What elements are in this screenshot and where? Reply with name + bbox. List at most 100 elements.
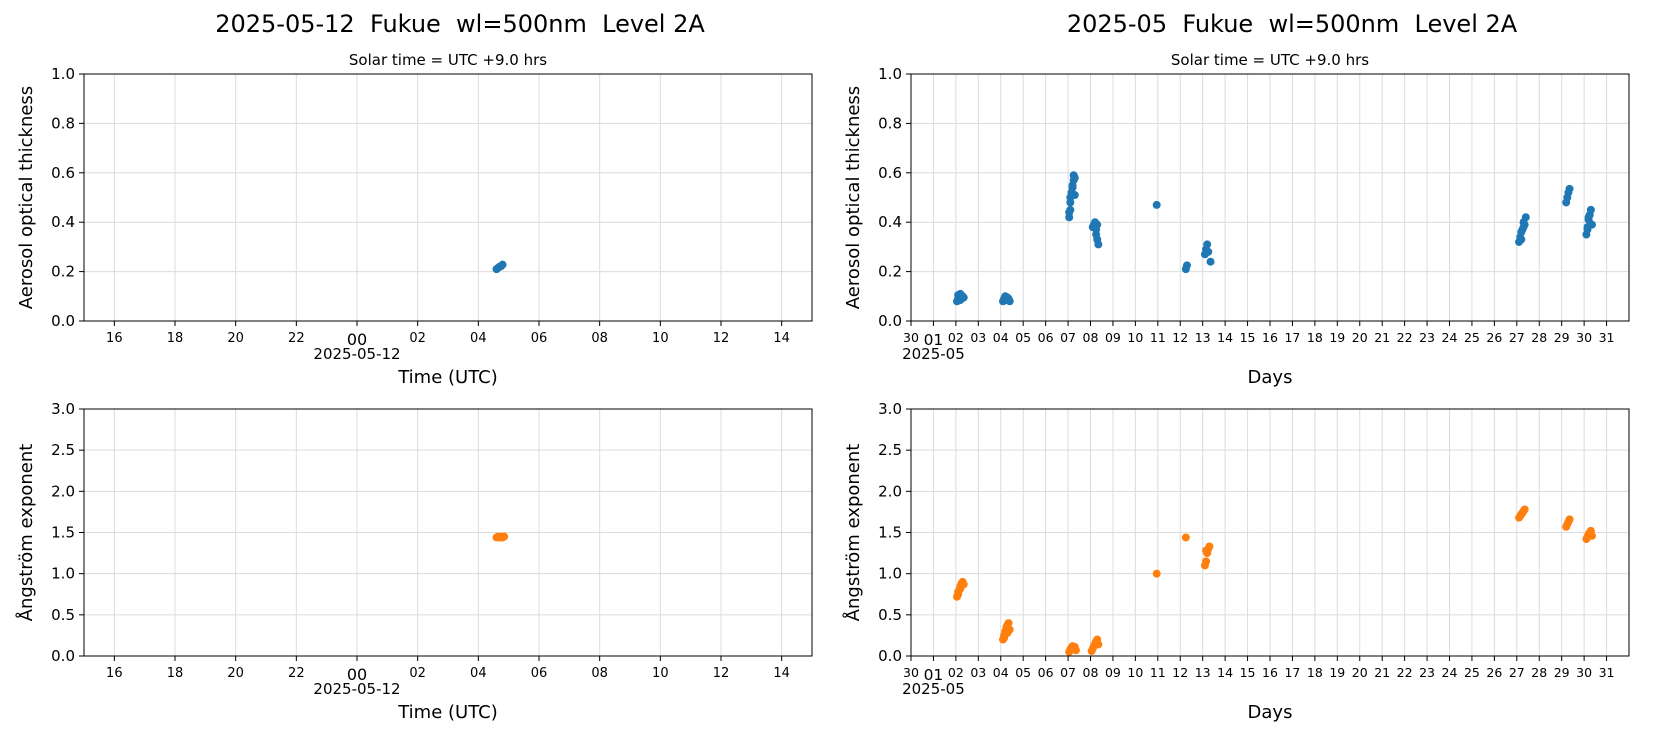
data-point	[1070, 173, 1079, 182]
data-point	[1152, 200, 1161, 209]
x-tick-label: 15	[1240, 665, 1256, 680]
x-tick-label: 03	[970, 665, 986, 680]
data-point	[1182, 261, 1191, 270]
x-tick-label: 02	[409, 331, 426, 346]
x-tick-label: 25	[1464, 665, 1480, 680]
data-point	[956, 584, 965, 593]
chart-subtitle: Solar time = UTC +9.0 hrs	[1171, 51, 1369, 69]
x-tick-label: 16	[106, 666, 123, 681]
y-tick-label: 2.0	[878, 482, 902, 500]
x-tick-label: 18	[167, 331, 184, 346]
chart-br: 30 01 02 03 04 05 06 07 08 09 10 11 12 13 14 15 16 17 18 19…	[842, 400, 1630, 723]
data-point	[1202, 557, 1211, 566]
x-tick-label: 16	[1262, 665, 1278, 680]
x-tick-label: 19	[1329, 665, 1345, 680]
data-point	[1005, 297, 1014, 306]
data-point	[1065, 208, 1074, 217]
data-point	[1204, 247, 1213, 256]
x-tick-label: 00	[347, 665, 367, 684]
x-tick-label: 04	[470, 331, 487, 346]
data-point	[1583, 225, 1592, 234]
plot-frame	[83, 73, 813, 322]
x-tick-label: 00	[347, 330, 367, 349]
x-tick-label: 12	[713, 666, 730, 681]
x-tick-label: 22	[1397, 665, 1413, 680]
y-tick-label: 1.0	[51, 65, 75, 83]
x-tick-label: 26	[1486, 330, 1502, 345]
x-tick-label: 08	[591, 331, 608, 346]
x-tick-label: 17	[1284, 665, 1300, 680]
y-tick-label: 2.5	[51, 441, 75, 459]
y-tick-label: 0.0	[51, 312, 75, 330]
x-tick-label: 25	[1464, 330, 1480, 345]
x-tick-label: 10	[1127, 665, 1143, 680]
x-offset-label: 2025-05	[902, 345, 965, 363]
x-offset-label: 2025-05-12	[313, 345, 400, 363]
x-tick-label: 13	[1195, 665, 1211, 680]
x-tick-label: 09	[1105, 665, 1121, 680]
data-point	[1565, 515, 1574, 524]
x-tick-label: 03	[970, 330, 986, 345]
x-tick-label: 17	[1284, 330, 1300, 345]
x-tick-label: 14	[1217, 330, 1233, 345]
data-point	[1587, 531, 1596, 540]
x-tick-label: 19	[1329, 330, 1345, 345]
x-tick-label: 27	[1509, 665, 1525, 680]
data-point	[1093, 220, 1102, 229]
x-tick-label: 30	[1576, 330, 1592, 345]
x-tick-label: 12	[1172, 665, 1188, 680]
data-point	[1586, 205, 1595, 214]
x-tick-label: 23	[1419, 665, 1435, 680]
data-point	[958, 292, 967, 301]
data-point	[1519, 218, 1528, 227]
x-tick-label: 31	[1599, 665, 1615, 680]
x-tick-label: 11	[1150, 665, 1166, 680]
x-tick-label: 20	[227, 331, 244, 346]
x-tick-label: 12	[1172, 330, 1188, 345]
y-tick-label: 0.6	[51, 164, 75, 182]
data-point	[1206, 257, 1215, 266]
x-tick-label: 06	[1038, 330, 1054, 345]
x-tick-label: 07	[1060, 665, 1076, 680]
y-tick-label: 2.5	[878, 441, 902, 459]
x-tick-label: 30	[903, 665, 919, 680]
x-tick-label: 02	[409, 666, 426, 681]
x-tick-label: 24	[1442, 330, 1458, 345]
y-tick-label: 0.8	[878, 114, 902, 132]
x-tick-label: 16	[1262, 330, 1278, 345]
data-point	[1520, 505, 1529, 514]
right-column-title: 2025-05 Fukue wl=500nm Level 2A	[1066, 10, 1518, 38]
y-tick-label: 0.4	[878, 213, 902, 231]
x-axis-label: Days	[1248, 367, 1293, 388]
data-point	[1584, 213, 1593, 222]
data-point	[1004, 619, 1013, 628]
y-axis-label: Ångström exponent	[842, 444, 864, 622]
chart-bl: 16 18 20 22 00 02 04 06 08 10 12 14 2025-05-12 0.0 0.5…	[15, 400, 813, 723]
x-tick-label: 04	[470, 666, 487, 681]
y-tick-label: 0.2	[878, 263, 902, 281]
x-tick-label: 30	[903, 330, 919, 345]
x-tick-label: 07	[1060, 330, 1076, 345]
x-tick-label: 29	[1554, 330, 1570, 345]
x-axis-label: Days	[1248, 702, 1293, 723]
left-column-title: 2025-05-12 Fukue wl=500nm Level 2A	[215, 10, 705, 38]
data-point	[1066, 198, 1075, 207]
y-tick-label: 1.0	[51, 565, 75, 583]
data-point	[1094, 240, 1103, 249]
x-tick-label: 14	[773, 666, 790, 681]
x-tick-label: 14	[773, 331, 790, 346]
x-tick-label: 05	[1015, 330, 1031, 345]
y-axis-label: Aerosol optical thickness	[16, 86, 37, 309]
data-point	[1152, 569, 1161, 578]
x-tick-label: 20	[227, 666, 244, 681]
y-tick-label: 1.0	[878, 565, 902, 583]
y-tick-label: 3.0	[51, 400, 75, 418]
x-tick-label: 28	[1531, 330, 1547, 345]
y-tick-label: 0.4	[51, 213, 75, 231]
data-point	[1094, 640, 1103, 649]
x-tick-label: 18	[1307, 330, 1323, 345]
x-tick-label: 15	[1240, 330, 1256, 345]
y-tick-label: 0.8	[51, 114, 75, 132]
x-tick-label: 06	[531, 331, 548, 346]
data-point	[1003, 628, 1012, 637]
